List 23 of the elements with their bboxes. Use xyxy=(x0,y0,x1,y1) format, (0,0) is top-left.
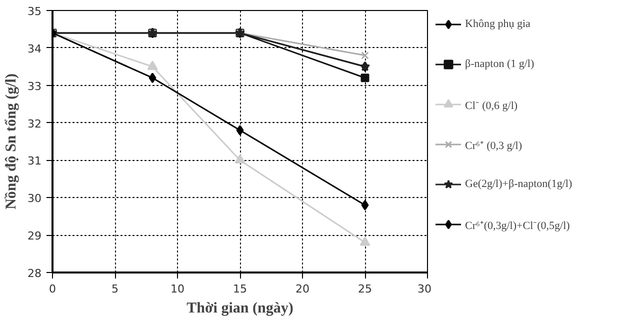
y-tick-label: 33 xyxy=(28,80,42,93)
x-tick-label: 25 xyxy=(358,282,372,296)
y-tick-label: 35 xyxy=(28,5,42,18)
x-tick-label: 0 xyxy=(49,282,56,296)
legend-label: Ge(2g/l)+β-napton(1g/l) xyxy=(465,178,572,190)
x-tick-label: 5 xyxy=(112,282,118,296)
y-tick-label: 31 xyxy=(28,154,42,168)
x-tick-label: 15 xyxy=(233,282,247,296)
x-tick-label: 10 xyxy=(170,282,184,296)
x-tick-label: 20 xyxy=(296,282,310,296)
legend-label: Cl⁻ (0,6 g/l) xyxy=(465,98,518,112)
y-tick-label: 32 xyxy=(28,117,42,130)
legend-label: Cr⁶⁺(0,3g/l)+Cl⁻(0,5g/l) xyxy=(465,218,570,232)
legend-label: Không phụ gia xyxy=(465,18,530,30)
legend-label: β-napton (1 g/l) xyxy=(465,58,534,70)
legend-label: Cr⁶⁺ (0,3 g/l) xyxy=(465,138,522,152)
y-tick-label: 30 xyxy=(28,192,42,206)
y-tick-label: 34 xyxy=(28,42,42,56)
y-tick-label: 28 xyxy=(28,267,42,280)
y-tick-label: 29 xyxy=(28,230,42,243)
x-tick-label: 30 xyxy=(418,282,432,296)
x-axis-title: Thời gian (ngày) xyxy=(186,300,294,316)
y-axis-title: Nồng độ Sn tổng (g/l) xyxy=(4,74,20,210)
